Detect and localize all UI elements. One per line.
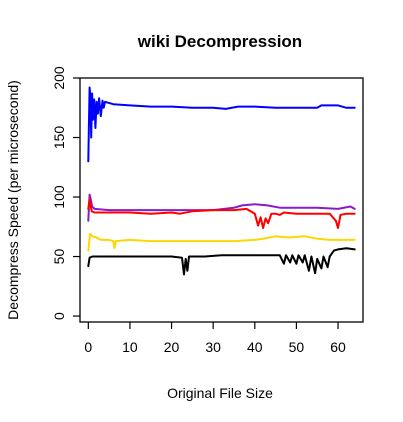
y-tick-label: 50 [51, 249, 67, 265]
series-line-4 [87, 232, 356, 252]
y-tick-label: 200 [51, 66, 67, 90]
series-line-3 [87, 198, 356, 229]
x-tick-label: 20 [164, 339, 180, 355]
series-layer [87, 86, 356, 276]
x-axis: 0 10 20 30 40 50 60 [84, 322, 346, 355]
series-line-5 [87, 247, 356, 276]
x-tick-label: 60 [330, 339, 346, 355]
y-tick-label: 0 [51, 312, 67, 320]
plot-frame [79, 77, 364, 323]
x-tick-label: 40 [247, 339, 263, 355]
x-axis-label: Original File Size [167, 385, 273, 401]
x-tick-label: 50 [289, 339, 305, 355]
series-line-2 [87, 193, 356, 222]
y-tick-label: 100 [51, 185, 67, 209]
x-tick-label: 10 [122, 339, 138, 355]
series-line-1 [87, 86, 356, 163]
x-tick-label: 0 [84, 339, 92, 355]
chart-title: wiki Decompression [137, 32, 302, 51]
x-tick-label: 30 [205, 339, 221, 355]
y-axis-label: Decompress Speed (per microsecond) [5, 80, 21, 320]
y-tick-label: 150 [51, 126, 67, 150]
y-axis: 0 50 100 150 200 [51, 66, 80, 320]
